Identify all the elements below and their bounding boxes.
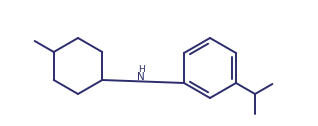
Text: N: N bbox=[137, 71, 145, 82]
Text: H: H bbox=[138, 65, 144, 74]
